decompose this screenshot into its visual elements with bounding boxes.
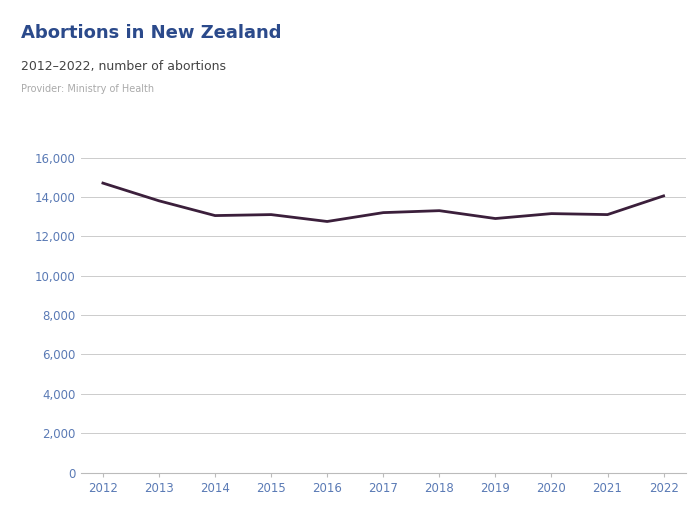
Text: 2012–2022, number of abortions: 2012–2022, number of abortions — [21, 60, 226, 74]
Text: figure.nz: figure.nz — [583, 25, 659, 38]
Text: Abortions in New Zealand: Abortions in New Zealand — [21, 24, 281, 41]
Text: Provider: Ministry of Health: Provider: Ministry of Health — [21, 84, 154, 94]
